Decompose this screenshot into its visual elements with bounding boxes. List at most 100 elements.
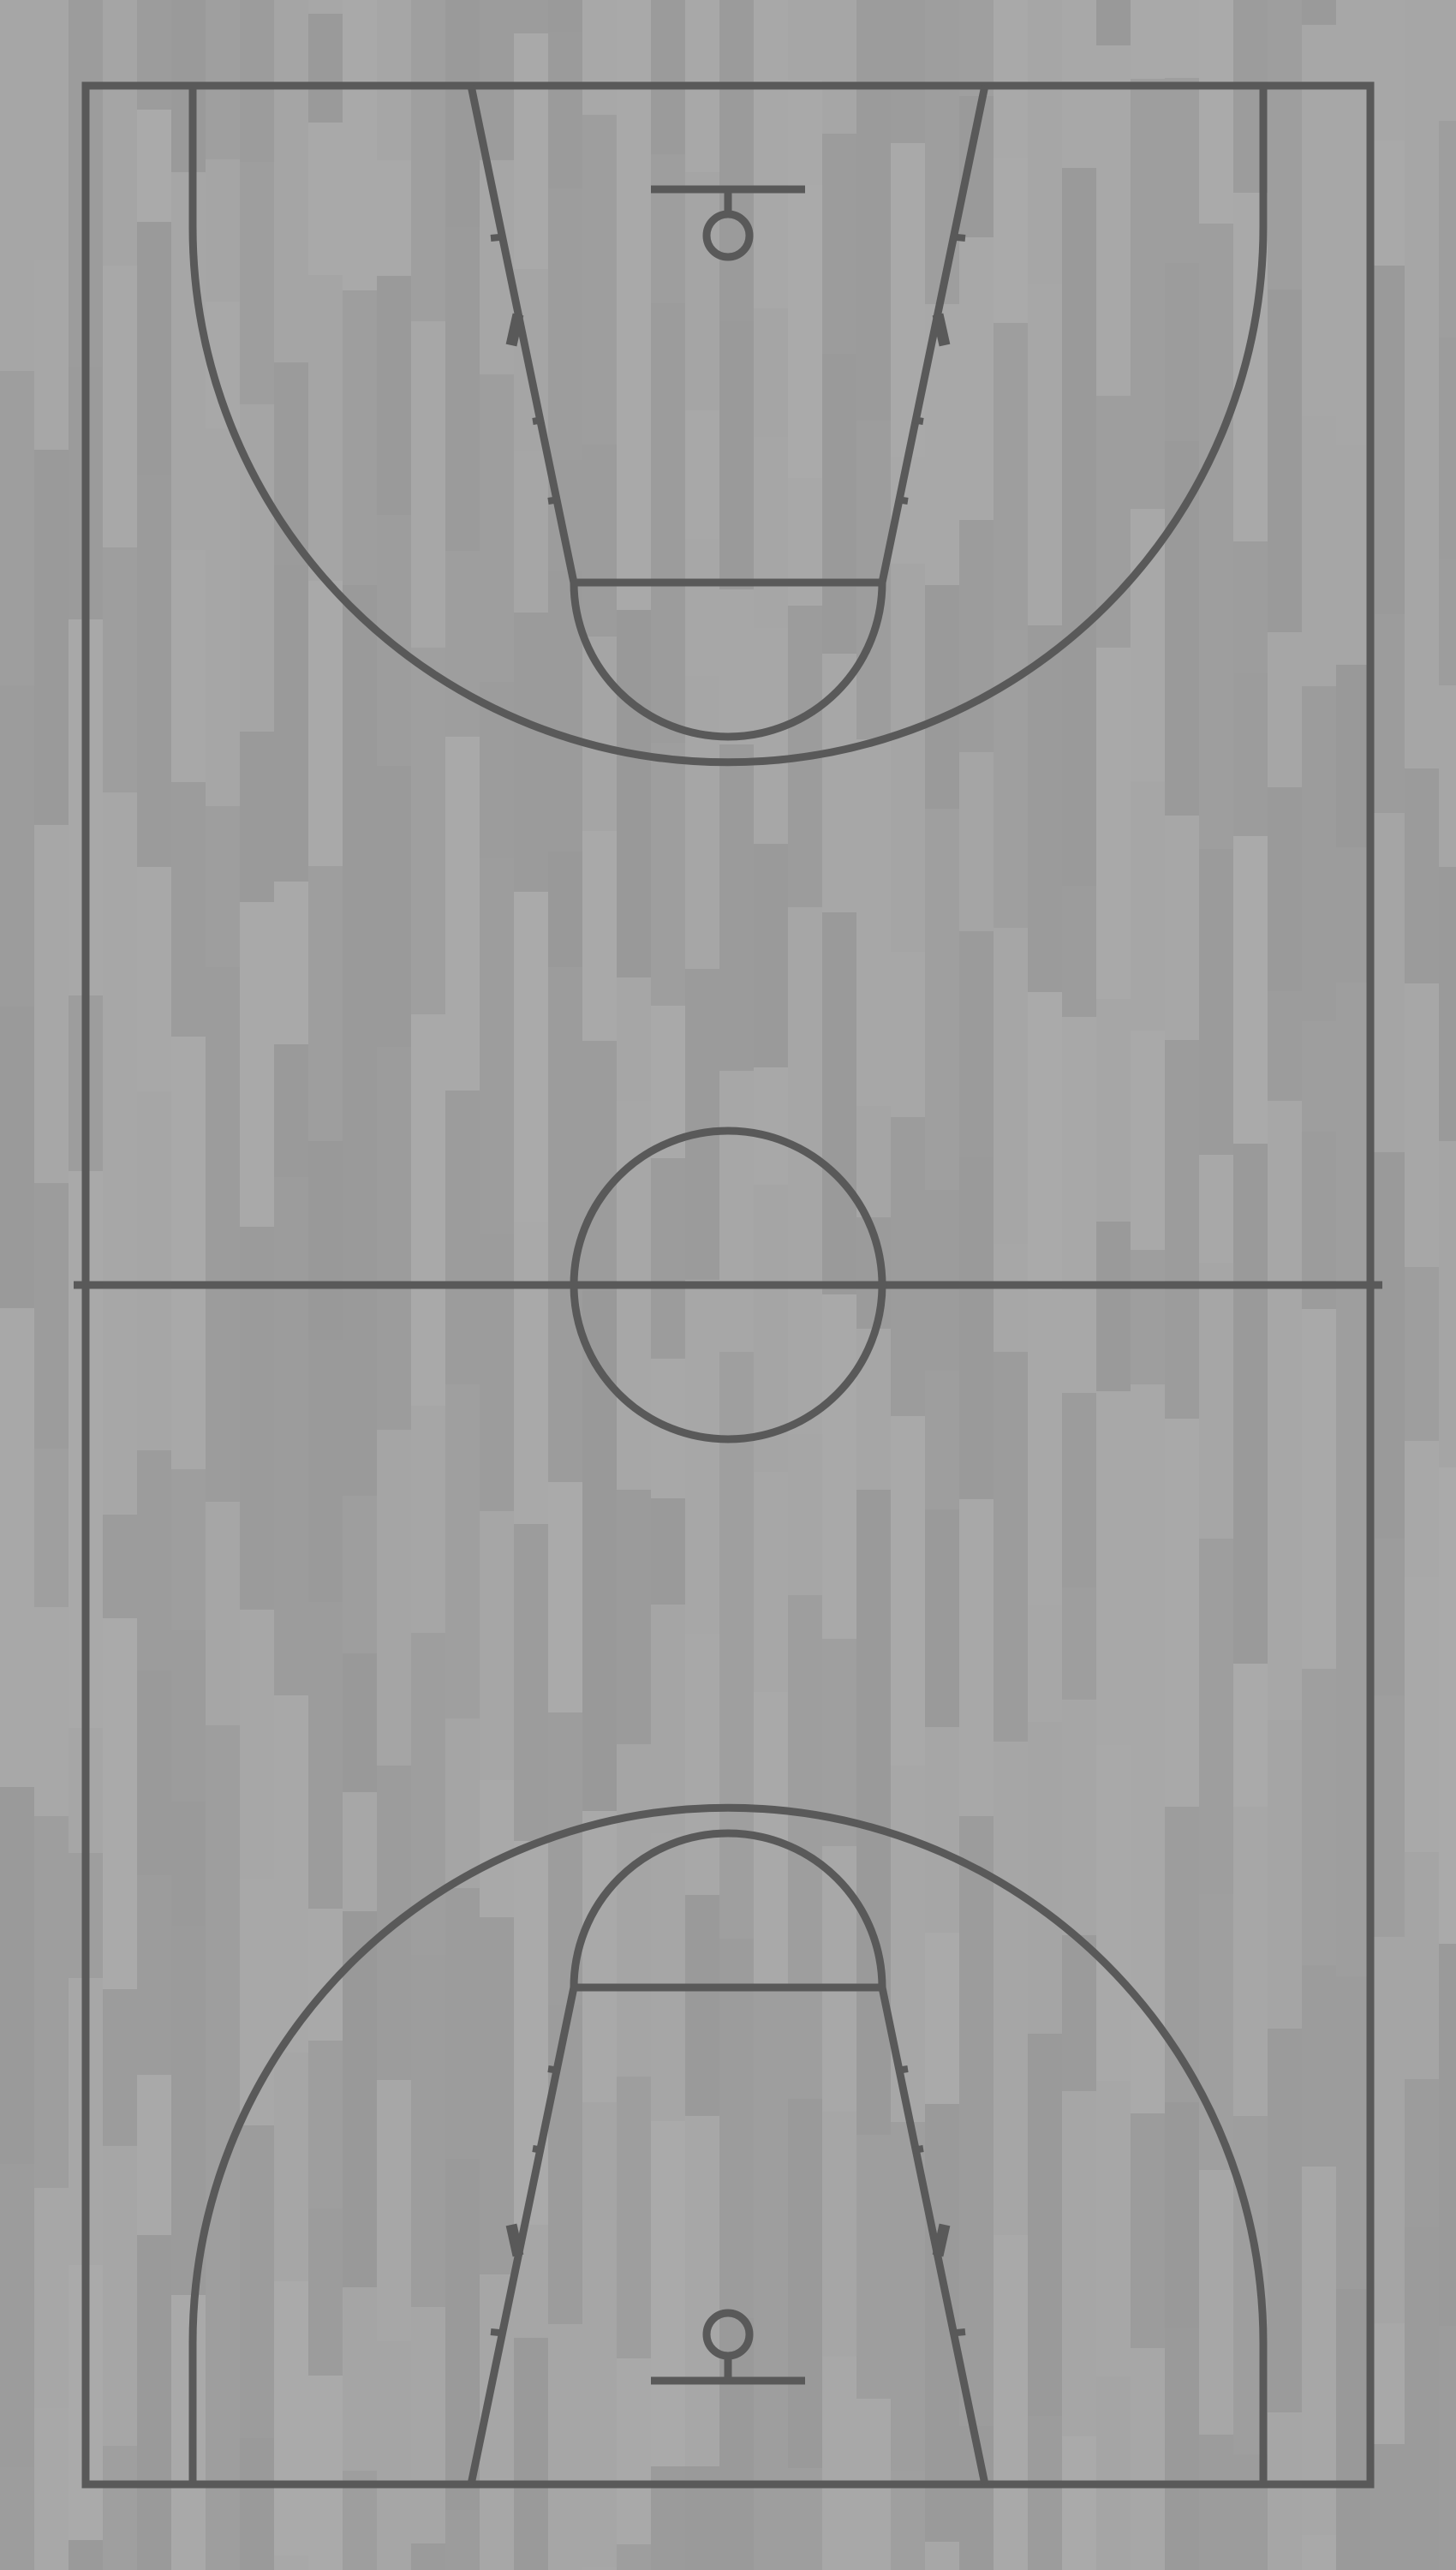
floor-plank [1131, 781, 1165, 1031]
bottom-three-point-line [188, 1803, 1268, 2484]
floor-plank [480, 858, 514, 1234]
floor-plank [959, 520, 994, 752]
floor-plank [1405, 1267, 1439, 1441]
lane-block [932, 313, 951, 347]
floor-plank [0, 2467, 34, 2570]
floor-plank [137, 1091, 171, 1450]
floor-plank [308, 275, 343, 581]
floor-plank [343, 1911, 377, 2287]
floor-plank [206, 1502, 240, 1725]
floor-plank [856, 1490, 891, 1794]
floor-plank [103, 1515, 137, 1618]
floor-plank [548, 2324, 582, 2570]
floor-plank [1165, 2328, 1199, 2570]
floor-plank [514, 1222, 548, 1524]
lane-hash-mark [547, 496, 560, 505]
floor-plank [1062, 886, 1096, 1017]
floor-plank [274, 2053, 308, 2281]
floor-plank [103, 266, 137, 547]
floor-plank [1268, 2029, 1302, 2412]
bottom-key [467, 1983, 989, 2485]
floor-plank [1233, 1360, 1268, 1664]
floor-plank [206, 2435, 240, 2570]
floor-plank [274, 1464, 308, 1695]
floor-plank [206, 967, 240, 1203]
floor-plank [548, 2005, 582, 2324]
lane-hash-mark [896, 496, 909, 505]
floor-plank [480, 0, 514, 160]
floor-plank [137, 0, 171, 110]
floor-plank [69, 2540, 103, 2570]
floor-plank [1131, 1031, 1165, 1250]
lane-hash-mark [532, 2145, 544, 2154]
floor-plank [651, 154, 685, 303]
floor-plank [103, 1989, 137, 2146]
floor-plank [719, 1939, 754, 2318]
floor-plank [308, 14, 343, 123]
floor-plank [240, 902, 274, 1227]
floor-plank [994, 1352, 1028, 1742]
floor-plank [377, 2341, 411, 2479]
floor-plank [240, 1610, 274, 1879]
floor-plank [1439, 1141, 1456, 1467]
floor-plank [240, 1227, 274, 1610]
floor-plank [1439, 1944, 1456, 2326]
floor-plank [1439, 0, 1456, 121]
lane-hash-mark [956, 234, 966, 242]
floor-plank [0, 1787, 34, 2026]
floor-plank [171, 1926, 206, 2295]
floor-plank [1062, 1587, 1096, 1700]
floor-plank [240, 162, 274, 404]
floor-plank [1096, 0, 1131, 45]
floor-plank [1199, 2170, 1233, 2435]
floor-plank [994, 1854, 1028, 2235]
floor-plank [1405, 318, 1439, 658]
floor-plank [0, 371, 34, 685]
floor-plank [1028, 1722, 1062, 2034]
floor-plank [1062, 168, 1096, 545]
floor-plank [1028, 0, 1062, 284]
floor-plank [685, 1280, 719, 1634]
lane-hash-mark [532, 416, 544, 425]
floor-plank [1199, 224, 1233, 526]
floor-plank [308, 123, 343, 275]
floor-plank [1268, 632, 1302, 787]
floor-plank [1370, 266, 1405, 614]
floor-plank [1302, 1965, 1336, 2167]
floor-plank [582, 1290, 617, 1574]
floor-plank [754, 1185, 788, 1472]
floor-plank [1405, 1577, 1439, 1852]
floor-plank [651, 2121, 685, 2466]
floor-plank [445, 2510, 480, 2570]
floor-plank [206, 0, 240, 159]
floor-plank [1405, 983, 1439, 1267]
floor-plank [856, 0, 891, 83]
floor-plank [0, 1007, 34, 1308]
floor-plank [994, 928, 1028, 1244]
floor-plank [822, 1639, 856, 1846]
floor-plank [171, 2295, 206, 2570]
floor-plank [1165, 78, 1199, 263]
floor-plank [994, 2235, 1028, 2525]
floor-plank [1131, 1250, 1165, 1384]
floor-plank [925, 1190, 959, 1371]
floor-plank [651, 1498, 685, 1605]
floor-plank [343, 1792, 377, 1911]
floor-plank [34, 1607, 69, 1816]
floor-plank [617, 610, 651, 977]
floor-plank [959, 752, 994, 931]
floor-plank [1268, 1720, 1302, 2029]
floor-plank [548, 188, 582, 460]
floor-plank [308, 1602, 343, 1909]
floor-plank [1028, 992, 1062, 1290]
floor-plank [445, 227, 480, 551]
floor-plank [582, 1041, 617, 1290]
floor-plank [0, 1481, 34, 1787]
floor-plank [548, 32, 582, 188]
floor-plank [754, 308, 788, 437]
floor-plank [514, 0, 548, 33]
floor-plank [856, 2135, 891, 2399]
floor-plank [103, 2446, 137, 2570]
floor-plank [1096, 1745, 1131, 2081]
floor-plank [1131, 2348, 1165, 2465]
